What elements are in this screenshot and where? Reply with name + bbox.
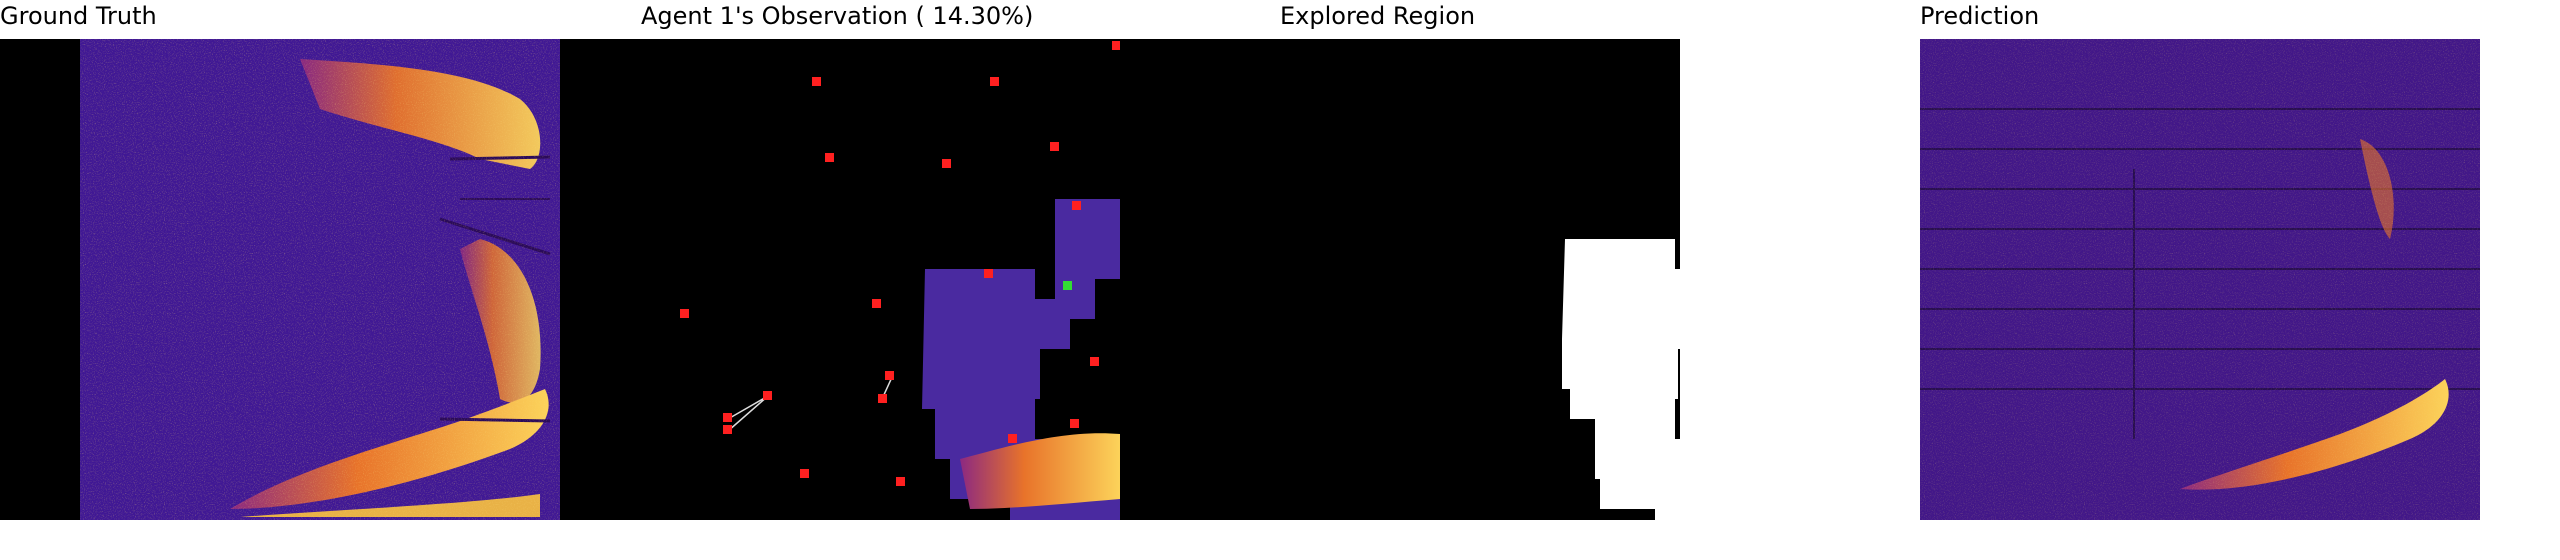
observation-map xyxy=(560,39,1120,520)
ground-truth-panel xyxy=(0,39,560,520)
self-marker xyxy=(1063,281,1072,290)
explored-panel xyxy=(1120,39,1680,520)
prediction-title: Prediction xyxy=(1920,2,2040,30)
agent-markers xyxy=(680,41,1120,486)
prediction-heatmap xyxy=(1920,39,2480,520)
ground-truth-title: Ground Truth xyxy=(0,2,157,30)
observation-panel xyxy=(560,39,1120,520)
observation-title: Agent 1's Observation ( 14.30%) xyxy=(641,2,1034,30)
explored-map xyxy=(1120,39,1680,520)
explored-title: Explored Region xyxy=(1280,2,1476,30)
ground-truth-heatmap xyxy=(0,39,560,520)
prediction-panel xyxy=(1920,39,2480,520)
